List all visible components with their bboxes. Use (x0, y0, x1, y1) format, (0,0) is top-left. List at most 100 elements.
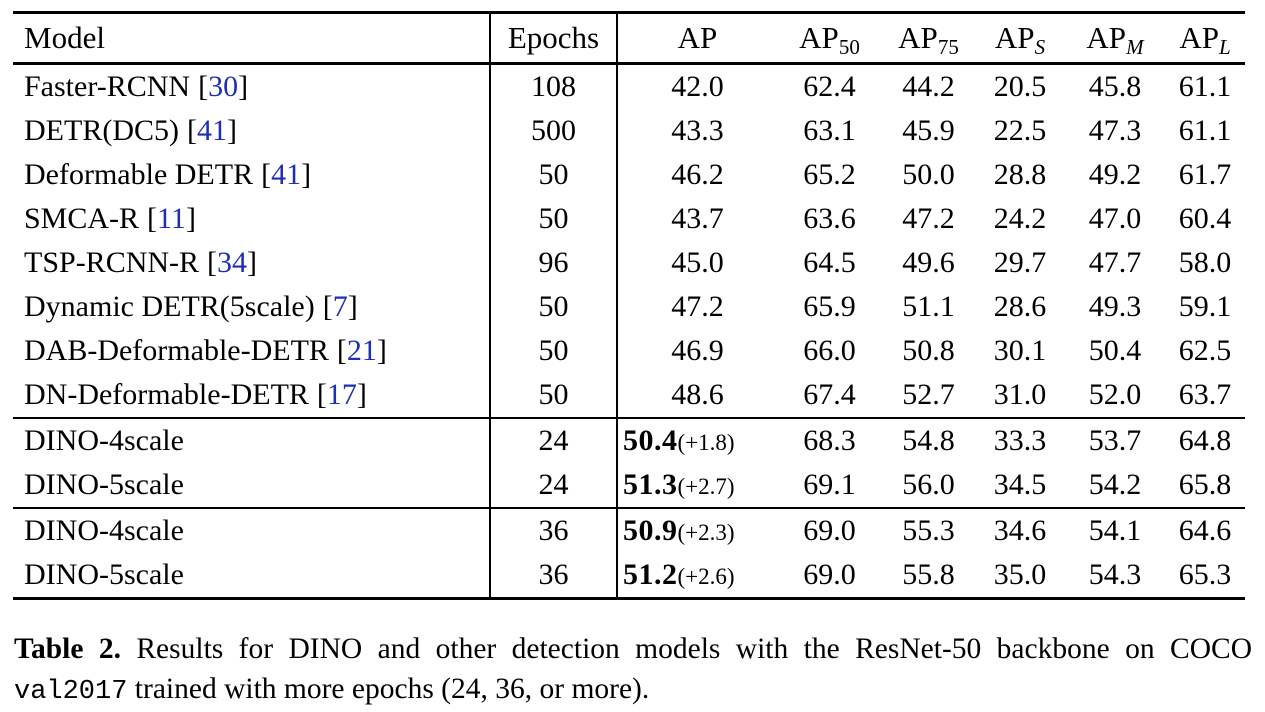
apl-cell: 64.8 (1178, 424, 1232, 457)
citation-link[interactable]: [21] (337, 334, 387, 367)
citation-link[interactable]: [17] (317, 378, 367, 411)
table-row: DINO-4scale 24 50.4(+1.8) 68.3 54.8 33.3… (13, 418, 1245, 463)
apm-cell: 47.7 (1088, 246, 1142, 279)
ap-value-bold: 50.9 (623, 514, 678, 547)
ap-cell: 51.3(+2.7) (617, 463, 777, 509)
epochs-cell: 24 (489, 463, 618, 509)
ap75-cell: 54.8 (902, 424, 955, 457)
model-name: DAB-Deformable-DETR (24, 334, 329, 367)
epochs-cell: 24 (489, 418, 618, 463)
header-label: AP (677, 20, 718, 55)
epochs-cell: 50 (489, 197, 618, 241)
ap50-cell: 65.2 (803, 158, 856, 191)
bracket: [ (316, 378, 327, 411)
table-wrap: Model Epochs AP AP50 AP75 APS APM APL Fa… (13, 11, 1245, 600)
epochs-cell: 36 (489, 553, 618, 599)
aps-cell: 28.6 (993, 290, 1047, 323)
ap75-cell: 44.2 (902, 70, 955, 103)
apl-cell: 60.4 (1178, 202, 1232, 235)
ap75-cell: 56.0 (882, 463, 975, 509)
citation-number[interactable]: 7 (332, 290, 348, 323)
aps-cell: 31.0 (975, 373, 1065, 419)
ap50-cell: 63.6 (803, 202, 856, 235)
results-table: Model Epochs AP AP50 AP75 APS APM APL Fa… (13, 11, 1245, 600)
citation-number[interactable]: 41 (271, 158, 302, 191)
ap-value-bold: 51.3 (623, 468, 678, 501)
header-label: AP (799, 20, 839, 55)
epochs-cell: 50 (489, 153, 618, 197)
table-row: Deformable DETR [41] 50 46.2 65.2 50.0 28… (13, 153, 1245, 197)
apm-cell: 54.1 (1088, 514, 1142, 547)
table-caption: Table 2. Results for DINO and other dete… (14, 629, 1252, 712)
citation-number[interactable]: 17 (326, 378, 357, 411)
bracket: [ (147, 202, 158, 235)
header-label: Model (24, 20, 105, 55)
aps-cell: 35.0 (993, 558, 1047, 591)
apm-cell: 49.3 (1088, 290, 1142, 323)
ap75-cell: 50.0 (902, 158, 955, 191)
column-header-ap: AP (617, 12, 777, 65)
model-name: DN-Deformable-DETR (24, 378, 309, 411)
model-cell: DINO-4scale (24, 514, 184, 547)
caption-code-val2017: val2017 (14, 677, 128, 707)
ap-gain: (+2.3) (677, 520, 735, 545)
apl-cell: 63.7 (1165, 373, 1245, 419)
citation-link[interactable]: [11] (147, 202, 196, 235)
bracket: [ (322, 290, 333, 323)
citation-link[interactable]: [41] (261, 158, 311, 191)
citation-link[interactable]: [30] (198, 70, 248, 103)
header-subscript: 50 (838, 35, 860, 59)
epochs-cell: 96 (489, 241, 618, 285)
model-name: DETR(DC5) (24, 114, 179, 147)
bracket: ] (226, 114, 237, 147)
ap-gain: (+1.8) (677, 430, 735, 455)
apm-cell: 54.3 (1088, 558, 1142, 591)
bracket: [ (186, 114, 197, 147)
bracket: [ (261, 158, 272, 191)
citation-number[interactable]: 41 (196, 114, 227, 147)
apm-cell: 47.3 (1088, 114, 1142, 147)
citation-number[interactable]: 11 (157, 202, 186, 235)
ap-cell: 43.7 (671, 202, 724, 235)
ap50-cell: 69.0 (803, 558, 856, 591)
citation-link[interactable]: [7] (323, 290, 358, 323)
table-row: DAB-Deformable-DETR [21] 50 46.9 66.0 50.… (13, 329, 1245, 373)
bracket: ] (356, 378, 367, 411)
citation-number[interactable]: 34 (217, 246, 248, 279)
column-header-apm: APM (1065, 12, 1165, 65)
ap-cell: 50.4(+1.8) (617, 418, 777, 463)
table-row: SMCA-R [11] 50 43.7 63.6 47.2 24.2 47.0 6… (13, 197, 1245, 241)
header-subscript: 75 (937, 35, 959, 59)
citation-number[interactable]: 30 (208, 70, 239, 103)
model-cell: TSP-RCNN-R [34] (13, 241, 490, 285)
aps-cell: 28.8 (993, 158, 1047, 191)
model-name: Deformable DETR (24, 158, 254, 191)
model-cell: DAB-Deformable-DETR [21] (13, 329, 490, 373)
header-label: AP (1086, 20, 1127, 55)
ap50-cell: 65.9 (803, 290, 856, 323)
ap50-cell: 69.1 (777, 463, 882, 509)
model-cell: DINO-5scale (13, 463, 490, 509)
ap75-cell: 51.1 (902, 290, 955, 323)
table-row: DETR(DC5) [41] 500 43.3 63.1 45.9 22.5 47… (13, 109, 1245, 153)
apl-cell: 64.6 (1178, 514, 1232, 547)
bracket: [ (207, 246, 218, 279)
apm-cell: 52.0 (1065, 373, 1165, 419)
citation-number[interactable]: 21 (346, 334, 377, 367)
header-label: Epochs (507, 20, 600, 55)
citation-link[interactable]: [34] (207, 246, 257, 279)
aps-cell: 34.5 (975, 463, 1065, 509)
bracket: ] (301, 158, 312, 191)
citation-link[interactable]: [41] (187, 114, 237, 147)
ap50-cell: 64.5 (803, 246, 856, 279)
ap-cell: 46.9 (671, 334, 724, 367)
header-subscript: L (1218, 35, 1231, 59)
table-row: DINO-5scale 24 51.3(+2.7) 69.1 56.0 34.5… (13, 463, 1245, 509)
bracket: ] (238, 70, 249, 103)
epochs-cell: 50 (489, 329, 618, 373)
table-row: Faster-RCNN [30] 108 42.0 62.4 44.2 20.5 … (13, 63, 1245, 109)
table-row: DINO-5scale 36 51.2(+2.6) 69.0 55.8 35.0… (13, 553, 1245, 599)
model-cell: DN-Deformable-DETR [17] (13, 373, 490, 419)
model-cell: DETR(DC5) [41] (13, 109, 490, 153)
